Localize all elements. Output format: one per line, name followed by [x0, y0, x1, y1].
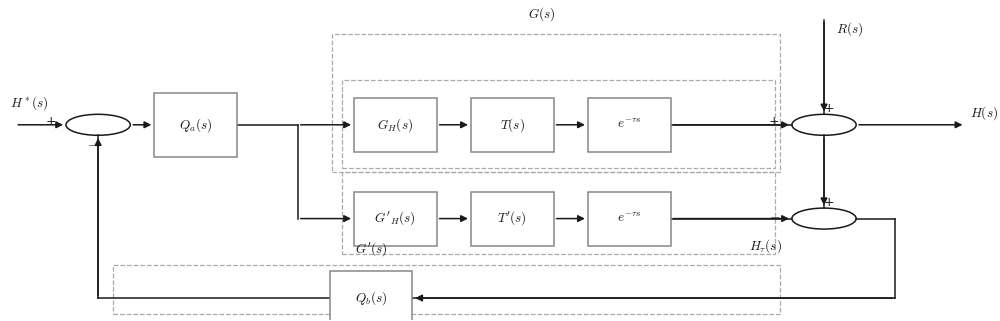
Text: $T(s)$: $T(s)$ — [500, 116, 525, 134]
Bar — [354, 192, 437, 246]
Bar — [113, 265, 780, 314]
Text: $-$: $-$ — [769, 208, 780, 222]
Text: $-$: $-$ — [87, 136, 99, 150]
Text: $H_{\tau}(s)$: $H_{\tau}(s)$ — [749, 238, 782, 256]
Text: $e^{-\tau s}$: $e^{-\tau s}$ — [617, 212, 641, 225]
Text: +: + — [769, 115, 780, 128]
Bar — [154, 93, 237, 157]
Text: $T'(s)$: $T'(s)$ — [497, 210, 527, 228]
Bar — [342, 172, 775, 254]
Text: $H^*(s)$: $H^*(s)$ — [10, 94, 49, 112]
Bar — [471, 192, 554, 246]
Text: +: + — [824, 196, 834, 209]
Text: $R(s)$: $R(s)$ — [836, 20, 863, 38]
Text: $e^{-\tau s}$: $e^{-\tau s}$ — [617, 118, 641, 131]
Text: $Q_b(s)$: $Q_b(s)$ — [355, 289, 387, 307]
Text: $Q_a(s)$: $Q_a(s)$ — [179, 116, 212, 134]
Text: $H(s)$: $H(s)$ — [970, 104, 998, 122]
Bar — [332, 34, 780, 172]
Bar — [588, 98, 671, 152]
Bar — [471, 98, 554, 152]
Bar — [330, 271, 412, 321]
Text: $G'_H(s)$: $G'_H(s)$ — [374, 210, 416, 228]
Bar — [588, 192, 671, 246]
Text: $G_H(s)$: $G_H(s)$ — [377, 116, 413, 134]
Bar — [354, 98, 437, 152]
Text: $G(s)$: $G(s)$ — [528, 5, 555, 23]
Bar — [342, 80, 775, 168]
Text: +: + — [46, 115, 57, 128]
Text: +: + — [824, 102, 834, 115]
Text: $G'(s)$: $G'(s)$ — [355, 240, 387, 258]
